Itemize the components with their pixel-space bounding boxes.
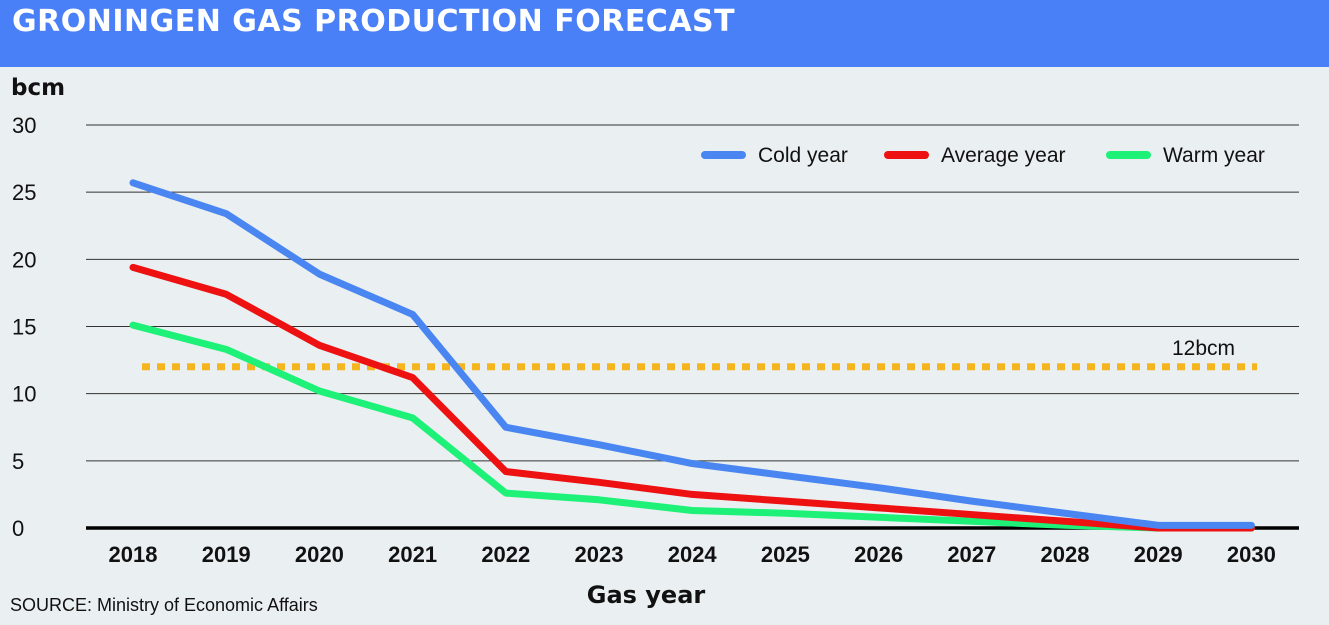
x-tick-2022: 2022 bbox=[481, 542, 530, 567]
y-tick-25: 25 bbox=[12, 180, 36, 205]
y-tick-0: 0 bbox=[12, 516, 24, 541]
y-tick-5: 5 bbox=[12, 449, 24, 474]
series-line-average-year bbox=[129, 263, 1255, 532]
legend: Cold year Average year Warm year bbox=[701, 144, 1265, 167]
x-tick-2018: 2018 bbox=[109, 542, 158, 567]
x-tick-2020: 2020 bbox=[295, 542, 344, 567]
x-tick-2025: 2025 bbox=[761, 542, 810, 567]
chart-title: GRONINGEN GAS PRODUCTION FORECAST bbox=[12, 4, 736, 39]
title-bar: GRONINGEN GAS PRODUCTION FORECAST bbox=[0, 0, 1329, 67]
x-axis-label: Gas year bbox=[587, 581, 706, 609]
y-tick-labels: 0 5 10 15 20 25 30 bbox=[12, 113, 36, 541]
x-tick-2028: 2028 bbox=[1041, 542, 1090, 567]
x-tick-labels: 2018 2019 2020 2021 2022 2023 2024 2025 2026 2027… bbox=[109, 542, 1276, 567]
source-note: SOURCE: Ministry of Economic Affairs bbox=[10, 595, 318, 615]
series-lines bbox=[129, 179, 1255, 532]
series-line-warm-year bbox=[129, 321, 1255, 532]
x-tick-2026: 2026 bbox=[854, 542, 903, 567]
legend-label-average-year: Average year bbox=[941, 144, 1066, 167]
series-line-cold-year bbox=[129, 179, 1255, 529]
y-tick-20: 20 bbox=[12, 247, 36, 272]
y-tick-15: 15 bbox=[12, 315, 36, 340]
x-tick-2027: 2027 bbox=[947, 542, 996, 567]
reference-line-label: 12bcm bbox=[1172, 337, 1235, 360]
y-axis-unit: bcm bbox=[11, 75, 65, 101]
x-tick-2019: 2019 bbox=[202, 542, 251, 567]
x-tick-2030: 2030 bbox=[1227, 542, 1276, 567]
x-tick-2021: 2021 bbox=[388, 542, 437, 567]
reference-line-group: 12bcm bbox=[142, 337, 1257, 371]
y-tick-30: 30 bbox=[12, 113, 36, 138]
x-tick-2023: 2023 bbox=[575, 542, 624, 567]
y-tick-10: 10 bbox=[12, 382, 36, 407]
x-tick-2024: 2024 bbox=[668, 542, 718, 567]
gridlines bbox=[86, 124, 1299, 530]
x-tick-2029: 2029 bbox=[1134, 542, 1183, 567]
legend-label-cold-year: Cold year bbox=[758, 144, 848, 167]
legend-label-warm-year: Warm year bbox=[1163, 144, 1265, 167]
